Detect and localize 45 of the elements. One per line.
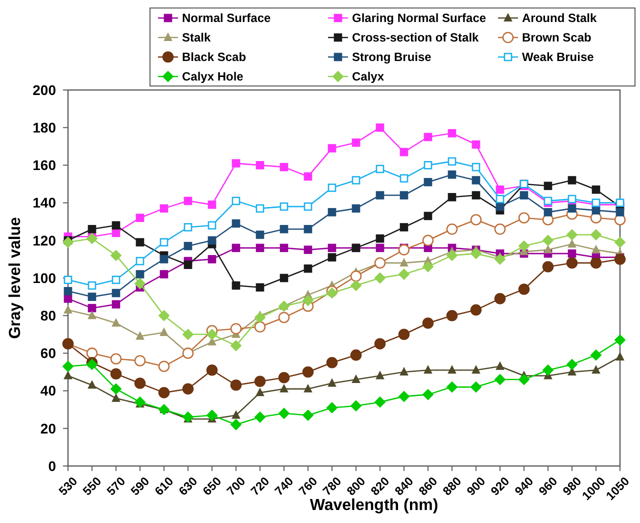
legend-label: Cross-section of Stalk <box>352 30 480 45</box>
x-tick-label: 530 <box>56 474 80 498</box>
legend-label: Weak Bruise <box>522 50 594 64</box>
legend-label: Brown Scab <box>522 30 592 45</box>
x-tick-label: 650 <box>200 474 224 498</box>
x-tick-label: 740 <box>272 474 296 498</box>
y-tick-label: 20 <box>40 420 56 436</box>
x-tick-label: 880 <box>440 474 464 498</box>
x-tick-label: 630 <box>176 474 200 498</box>
x-tick-label: 700 <box>224 474 248 498</box>
y-tick-label: 60 <box>40 345 56 362</box>
x-tick-label: 860 <box>416 474 440 498</box>
x-tick-label: 590 <box>128 474 152 498</box>
x-tick-label: 960 <box>536 474 560 498</box>
x-tick-label: 840 <box>392 474 416 498</box>
y-tick-label: 180 <box>32 120 56 136</box>
x-tick-label: 900 <box>464 474 488 498</box>
y-tick-label: 100 <box>32 270 56 286</box>
y-axis-title: Gray level value <box>7 216 24 339</box>
x-axis-title: Wavelength (nm) <box>310 497 438 514</box>
x-tick-label: 780 <box>320 474 344 498</box>
legend-label: Normal Surface <box>182 11 272 26</box>
legend-label: Calyx <box>352 70 384 84</box>
legend-label: Black Scab <box>182 50 246 64</box>
x-tick-label: 800 <box>344 474 368 498</box>
x-tick-label: 610 <box>152 474 176 498</box>
legend-label: Glaring Normal Surface <box>352 11 486 26</box>
x-tick-label: 820 <box>368 474 392 498</box>
legend-label: Stalk <box>182 30 212 45</box>
legend-label: Around Stalk <box>522 11 597 26</box>
y-tick-label: 0 <box>48 458 56 474</box>
y-tick-label: 200 <box>32 82 56 98</box>
x-tick-label: 720 <box>248 474 272 498</box>
y-tick-label: 160 <box>32 157 56 174</box>
x-tick-label: 760 <box>296 474 320 498</box>
x-tick-label: 940 <box>512 474 536 498</box>
legend-label: Strong Bruise <box>352 50 432 64</box>
x-tick-label: 920 <box>488 474 512 498</box>
x-tick-label: 570 <box>104 474 128 498</box>
y-tick-label: 120 <box>32 232 56 248</box>
y-tick-label: 40 <box>40 382 56 399</box>
legend-label: Calyx Hole <box>182 70 244 84</box>
x-tick-label: 550 <box>80 474 104 498</box>
y-tick-label: 140 <box>32 194 56 211</box>
y-tick-label: 80 <box>40 308 56 324</box>
